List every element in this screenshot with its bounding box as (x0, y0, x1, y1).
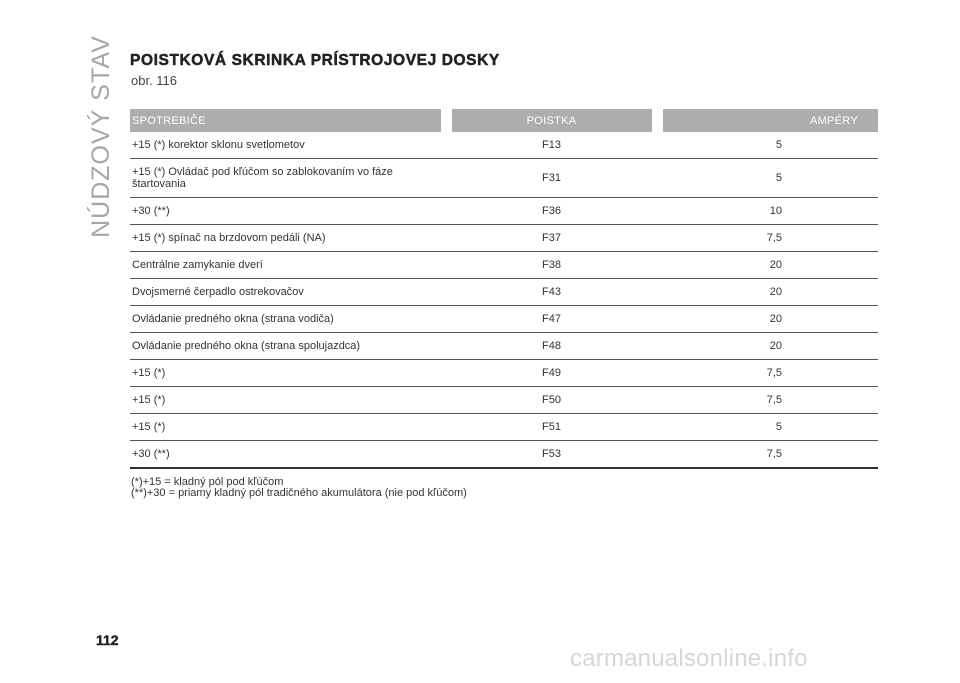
fuse-cell: F53 (446, 440, 657, 469)
ampere-cell: 20 (657, 278, 878, 306)
consumer-cell: +15 (*) (130, 413, 446, 441)
consumer-cell: +15 (*) (130, 359, 446, 387)
consumer-cell: Ovládanie predného okna (strana spolujaz… (130, 332, 446, 360)
consumer-cell: Dvojsmerné čerpadlo ostrekovačov (130, 278, 446, 306)
ampere-cell: 20 (657, 251, 878, 279)
header-consumers: SPOTREBIČE (130, 109, 446, 132)
fuse-cell: F13 (446, 132, 657, 159)
fuse-cell: F47 (446, 305, 657, 333)
table-row: +30 (**) F36 10 (130, 197, 878, 225)
table-row: +15 (*) spínač na brzdovom pedáli (NA) F… (130, 224, 878, 252)
consumer-cell: +30 (**) (130, 197, 446, 225)
table-row: Centrálne zamykanie dverí F38 20 (130, 251, 878, 279)
footnote-plus15: (*)+15 = kladný pól pod kľúčom (131, 476, 284, 488)
table-row: +15 (*) Ovládač pod kľúčom so zablokovan… (130, 158, 878, 198)
chapter-side-label-text: NÚDZOVÝ STAV (86, 34, 115, 238)
consumer-cell: Ovládanie predného okna (strana vodiča) (130, 305, 446, 333)
table-header-row: SPOTREBIČE POISTKA AMPÉRY (130, 109, 878, 132)
table-row: Ovládanie predného okna (strana spolujaz… (130, 332, 878, 360)
fuse-cell: F43 (446, 278, 657, 306)
ampere-cell: 7,5 (657, 359, 878, 387)
footnotes: (*)+15 = kladný pól pod kľúčom (**)+30 =… (131, 477, 467, 499)
ampere-cell: 5 (657, 132, 878, 159)
table-row: Dvojsmerné čerpadlo ostrekovačov F43 20 (130, 278, 878, 306)
page-number: 112 (96, 632, 119, 648)
fuse-cell: F51 (446, 413, 657, 441)
header-amperes: AMPÉRY (657, 109, 878, 132)
ampere-cell: 20 (657, 305, 878, 333)
consumer-cell: Centrálne zamykanie dverí (130, 251, 446, 279)
fuse-cell: F37 (446, 224, 657, 252)
table-row: +15 (*) F49 7,5 (130, 359, 878, 387)
header-fuse: POISTKA (440, 109, 663, 132)
consumer-cell: +30 (**) (130, 440, 446, 469)
ampere-cell: 5 (657, 413, 878, 441)
consumer-cell: +15 (*) (130, 386, 446, 414)
fuse-cell: F50 (446, 386, 657, 414)
table-row: Ovládanie predného okna (strana vodiča) … (130, 305, 878, 333)
table-row: +15 (*) F51 5 (130, 413, 878, 441)
ampere-cell: 7,5 (657, 440, 878, 469)
consumer-cell: +15 (*) Ovládač pod kľúčom so zablokovan… (130, 158, 446, 198)
watermark: carmanualsonline.info (570, 645, 808, 672)
consumer-cell: +15 (*) spínač na brzdovom pedáli (NA) (130, 224, 446, 252)
footnote-plus30: (**)+30 = priamy kladný pól tradičného a… (131, 487, 467, 499)
fuse-cell: F48 (446, 332, 657, 360)
chapter-side-label: NÚDZOVÝ STAV (84, 35, 118, 238)
ampere-cell: 7,5 (657, 224, 878, 252)
fuse-cell: F31 (446, 158, 657, 198)
ampere-cell: 7,5 (657, 386, 878, 414)
fuse-table: SPOTREBIČE POISTKA AMPÉRY +15 (*) korekt… (130, 109, 878, 469)
table-row: +30 (**) F53 7,5 (130, 440, 878, 469)
figure-reference: obr. 116 (131, 73, 178, 88)
fuse-cell: F36 (446, 197, 657, 225)
ampere-cell: 5 (657, 158, 878, 198)
table-row: +15 (*) korektor sklonu svetlometov F13 … (130, 132, 878, 159)
page-title: POISTKOVÁ SKRINKA PRÍSTROJOVEJ DOSKY (130, 52, 500, 70)
consumer-cell: +15 (*) korektor sklonu svetlometov (130, 132, 446, 159)
fuse-cell: F38 (446, 251, 657, 279)
table-row: +15 (*) F50 7,5 (130, 386, 878, 414)
ampere-cell: 10 (657, 197, 878, 225)
fuse-cell: F49 (446, 359, 657, 387)
ampere-cell: 20 (657, 332, 878, 360)
